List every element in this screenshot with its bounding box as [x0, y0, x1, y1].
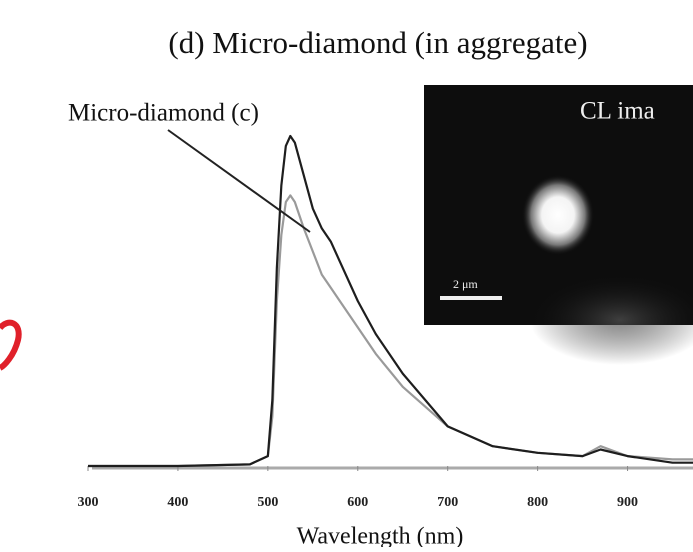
chart-title: (d) Micro-diamond (in aggregate) — [168, 25, 587, 60]
inset-spot — [522, 175, 594, 255]
x-tick-label: 300 — [78, 495, 99, 510]
annotation-leader — [168, 130, 310, 232]
inset-title: CL ima — [580, 98, 655, 125]
red-mark — [0, 323, 19, 368]
x-tick-label: 600 — [347, 495, 368, 510]
page: {"chart_data": {"type": "line", "title":… — [0, 0, 693, 547]
x-tick-label: 500 — [257, 495, 278, 510]
x-tick-label: 700 — [437, 495, 458, 510]
chart: (d) Micro-diamond (in aggregate) CL ima … — [0, 0, 693, 547]
x-axis-label: Wavelength (nm) — [297, 524, 464, 548]
inset-scale-bar — [440, 296, 502, 300]
x-tick-label: 400 — [167, 495, 188, 510]
x-tick-label: 900 — [617, 495, 638, 510]
annotation: Micro-diamond (c) — [68, 100, 259, 127]
inset-scale-label: 2 μm — [453, 277, 478, 291]
x-tick-label: 800 — [527, 495, 548, 510]
